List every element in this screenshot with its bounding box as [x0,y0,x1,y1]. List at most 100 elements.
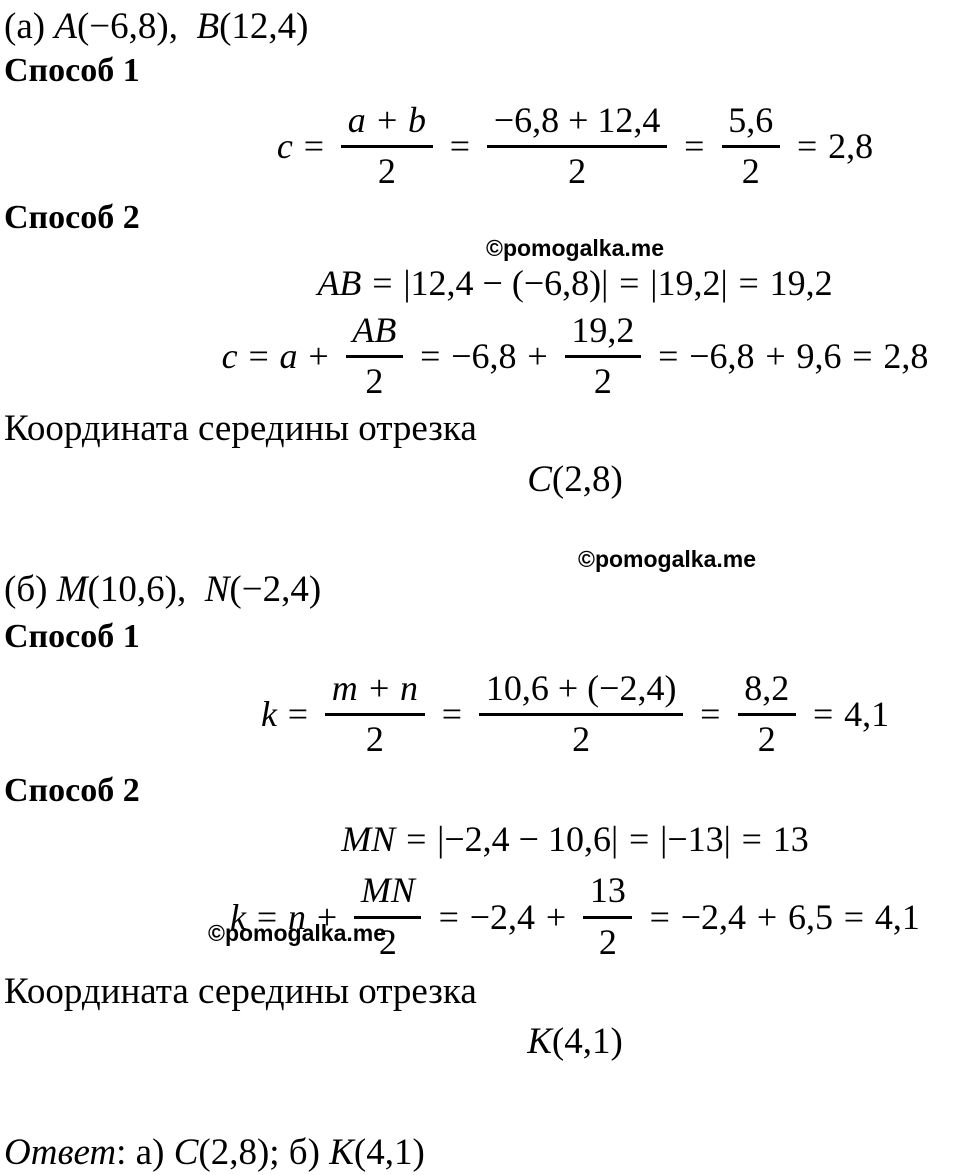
fraction-denominator: 2 [568,151,587,191]
midpoint-result-a: C (2,8) [190,450,960,508]
part-b-method-2-heading: Способ 2 [0,768,960,814]
fraction: 8,2 2 [737,668,796,761]
midpoint-result-b: K (4,1) [190,1013,960,1069]
math-token: c [221,336,238,376]
math-token: |12,4 − (−6,8)| [403,263,609,303]
math-token: (4,1) [551,1020,623,1062]
math-token: C [173,1131,199,1173]
math-token: B [196,5,220,47]
math-token: = [441,694,463,734]
heading-label: Способ 1 [4,618,140,655]
fraction: 13 2 [583,870,633,963]
math-token: = [649,896,670,937]
math-token: (−2,4) [229,568,322,610]
watermark-row: ©pomogalka.me [190,234,960,261]
fraction-numerator: −6,8 + 12,4 [487,100,667,148]
math-token: |19,2| [650,263,728,303]
math-token: 2,8 [883,336,929,376]
fraction-denominator: 2 [378,921,397,962]
fraction-denominator: 2 [598,921,617,962]
section-spacer [0,508,960,564]
fraction: 10,6 + (−2,4) 2 [479,668,683,761]
math-token: = [812,694,834,734]
math-token: = [256,896,278,937]
formula-midpoint-half-b: ©pomogalka.me k = n + MN 2 = −2,4 +13 2 = −2,4 +6,5 =… [190,864,960,969]
fraction: MN 2 [354,870,422,963]
math-token: = [372,263,393,303]
math-token: MN [341,819,396,859]
formula-midpoint-direct-b: k = m + n 2 = 10,6 + (−2,4) 2 = 8,2 2 = 4,1 [190,660,960,768]
fraction: AB 2 [345,310,403,403]
fraction-numerator: a + b [341,100,433,148]
fraction-numerator: 13 [583,870,633,919]
fraction-numerator: AB [345,310,403,358]
math-token: = [629,819,650,859]
math-token: + [316,896,338,937]
math-token: k [230,896,247,937]
part-b-method-1-heading: Способ 1 [0,614,960,660]
math-token: : а) [116,1131,174,1173]
watermark-text: ©pomogalka.me [208,920,386,946]
heading-label: Способ 1 [4,52,140,89]
part-a-given: (а) A (−6,8), B (12,4) [0,2,960,50]
caption-text: Координата середины отрезка [4,407,477,449]
fraction-denominator: 2 [365,719,384,759]
fraction-denominator: 2 [572,719,591,759]
formula-midpoint-direct-a: c = a + b 2 = −6,8 + 12,4 2 = 5,6 2 = 2,8 [190,92,960,200]
math-token: + [765,336,786,376]
math-token: + [527,336,548,376]
math-token: (б) [4,568,57,610]
math-token: A [54,5,77,47]
math-token: = [658,336,679,376]
math-token: AB [317,263,362,303]
math-token: = [287,694,309,734]
math-token: (12,4) [219,5,309,47]
math-token: C [527,458,552,500]
section-spacer [0,1069,960,1129]
math-token: = [684,126,705,166]
math-token: = [406,819,427,859]
math-token: = [700,694,721,734]
midpoint-caption-b: Координата середины отрезка [0,969,960,1013]
part-a-method-1-heading: Способ 1 [0,50,960,92]
watermark-text: ©pomogalka.me [578,546,756,572]
fraction: 19,2 2 [564,310,641,403]
math-token: 4,1 [874,896,920,937]
fraction: 5,6 2 [721,100,780,193]
math-token: = [303,126,325,166]
math-token: (2,8); б) [198,1131,330,1173]
math-token: k [260,694,277,734]
heading-label: Способ 2 [4,199,140,236]
math-token: + [308,336,329,376]
formula-segment-length-a: AB = |12,4 − (−6,8)| = |19,2| = 19,2 [190,260,960,306]
math-token: −6,8 [451,336,517,376]
fraction-denominator: 2 [757,719,776,759]
math-token: + [545,896,567,937]
math-token: −6,8 [689,336,755,376]
math-token: −2,4 [469,896,536,937]
math-token: c [276,126,293,166]
math-token: = [741,819,762,859]
fraction-numerator: 10,6 + (−2,4) [479,668,683,716]
formula-midpoint-half-a: c = a + AB 2 = −6,8 +19,2 2 = −6,8 +9,6 = 2,8 [190,306,960,406]
math-token: Ответ [4,1131,117,1173]
math-token: 13 [772,819,809,859]
fraction-denominator: 2 [365,361,384,401]
math-token: = [843,896,865,937]
math-token: = [248,336,269,376]
watermark-text: ©pomogalka.me [486,234,664,261]
math-token: (2,8) [551,458,623,500]
caption-text: Координата середины отрезка [4,970,477,1012]
fraction-numerator: m + n [325,668,425,716]
math-token: = [619,263,640,303]
fraction: −6,8 + 12,4 2 [487,100,667,193]
fraction-numerator: 5,6 [721,100,780,148]
math-token: 19,2 [769,263,833,303]
math-token: K [329,1131,354,1173]
math-token: = [852,336,873,376]
math-token: (а) [4,5,55,47]
math-token: |−13| [660,819,731,859]
math-token: (10,6), [87,568,205,610]
